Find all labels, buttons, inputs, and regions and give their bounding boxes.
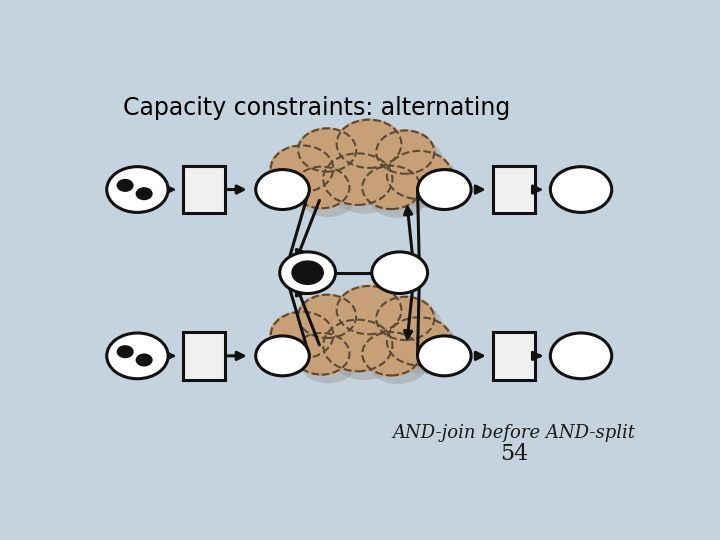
- Circle shape: [136, 354, 152, 366]
- Circle shape: [385, 316, 454, 367]
- Circle shape: [374, 129, 436, 175]
- Text: Capacity constraints: alternating: Capacity constraints: alternating: [124, 97, 510, 120]
- Circle shape: [256, 336, 310, 376]
- Circle shape: [392, 157, 460, 208]
- Circle shape: [107, 333, 168, 379]
- Circle shape: [550, 167, 612, 212]
- Circle shape: [382, 137, 443, 183]
- Circle shape: [299, 339, 358, 383]
- Circle shape: [342, 292, 410, 343]
- Circle shape: [117, 180, 133, 191]
- Circle shape: [299, 173, 358, 217]
- Circle shape: [328, 326, 401, 380]
- Bar: [184, 332, 225, 380]
- Circle shape: [367, 172, 428, 218]
- Circle shape: [303, 301, 364, 347]
- Circle shape: [392, 323, 460, 374]
- Circle shape: [328, 160, 401, 214]
- Circle shape: [550, 333, 612, 379]
- Circle shape: [297, 127, 358, 173]
- Circle shape: [372, 252, 428, 293]
- Circle shape: [269, 310, 335, 360]
- Circle shape: [382, 303, 443, 349]
- Circle shape: [322, 319, 394, 373]
- Text: AND-join before AND-split: AND-join before AND-split: [392, 424, 636, 442]
- Bar: [493, 332, 535, 380]
- Circle shape: [361, 331, 422, 377]
- Circle shape: [117, 346, 133, 357]
- Circle shape: [269, 144, 335, 193]
- Circle shape: [136, 188, 152, 199]
- Bar: [493, 166, 535, 213]
- Bar: [184, 166, 225, 213]
- Circle shape: [303, 134, 364, 180]
- Text: 54: 54: [500, 443, 528, 464]
- Circle shape: [297, 293, 358, 339]
- Circle shape: [292, 261, 323, 285]
- Circle shape: [418, 336, 471, 376]
- Circle shape: [292, 165, 351, 210]
- Circle shape: [256, 170, 310, 210]
- Circle shape: [107, 167, 168, 212]
- Circle shape: [361, 165, 422, 211]
- Circle shape: [367, 339, 428, 384]
- Circle shape: [292, 332, 351, 376]
- Circle shape: [280, 252, 336, 293]
- Circle shape: [276, 152, 342, 201]
- Circle shape: [374, 295, 436, 341]
- Circle shape: [322, 152, 394, 206]
- Circle shape: [418, 170, 471, 210]
- Circle shape: [385, 150, 454, 200]
- Circle shape: [342, 126, 410, 177]
- Circle shape: [276, 318, 342, 367]
- Circle shape: [335, 285, 403, 335]
- Circle shape: [335, 118, 403, 169]
